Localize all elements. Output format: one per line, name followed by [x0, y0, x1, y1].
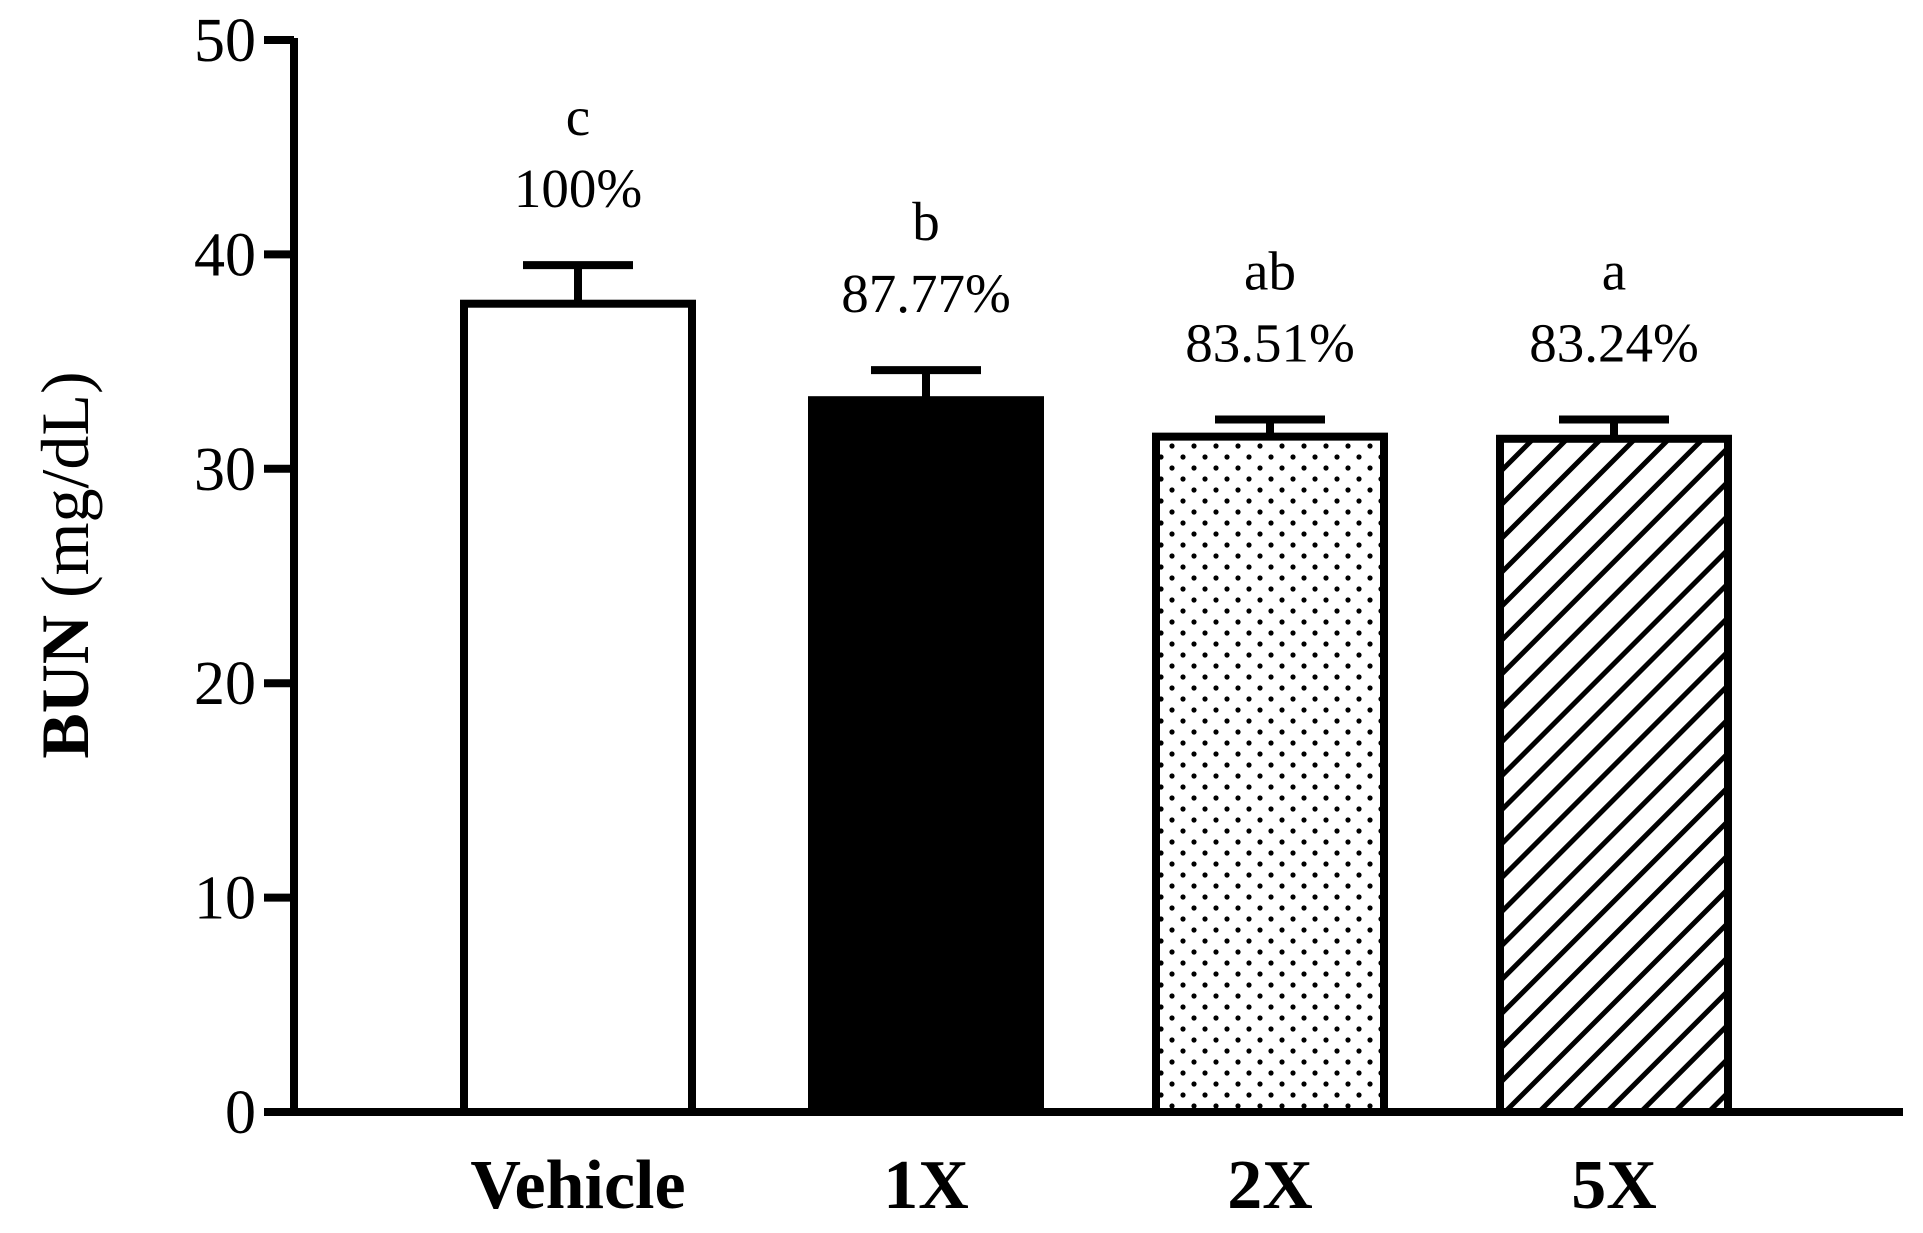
bar-vehicle [460, 299, 696, 1117]
y-tick-label-30: 30 [194, 436, 256, 504]
bar-5x [1496, 434, 1732, 1116]
percent-label-5x: 83.24% [1529, 312, 1699, 373]
x-category-label-1x: 1X [883, 1147, 969, 1224]
significance-letter-vehicle: c [566, 86, 590, 147]
significance-letter-5x: a [1602, 240, 1626, 301]
y-axis-title-bold: BUN [27, 615, 103, 759]
x-category-label-vehicle: Vehicle [470, 1147, 685, 1224]
x-category-label-5x: 5X [1571, 1147, 1657, 1224]
significance-letter-2x: ab [1244, 240, 1296, 301]
y-axis-title: BUN (mg/dL) [27, 371, 103, 758]
y-tick-label-50: 50 [194, 7, 256, 75]
bar-2x [1152, 432, 1388, 1116]
y-tick-label-10: 10 [194, 865, 256, 933]
y-axis-title-units: (mg/dL) [27, 371, 103, 615]
percent-label-vehicle: 100% [514, 158, 642, 219]
y-tick-label-0: 0 [225, 1079, 256, 1147]
bars [460, 261, 1732, 1117]
y-tick-label-20: 20 [194, 650, 256, 718]
percent-label-2x: 83.51% [1185, 312, 1355, 373]
significance-letter-1x: b [912, 191, 940, 252]
labels: c 100% Vehicle b 87.77% 1X ab 83.51% 2X a 83.24% 5X [470, 86, 1698, 1224]
y-tick-label-40: 40 [194, 221, 256, 289]
percent-label-1x: 87.77% [841, 263, 1011, 324]
bar-1x [808, 396, 1044, 1116]
x-category-label-2x: 2X [1227, 1147, 1313, 1224]
